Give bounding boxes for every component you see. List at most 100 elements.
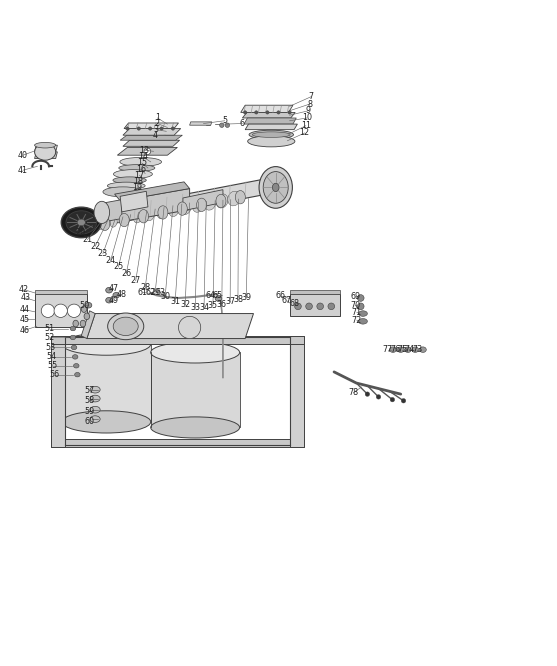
Ellipse shape (248, 136, 295, 147)
Circle shape (365, 392, 370, 396)
Text: 13: 13 (139, 146, 149, 155)
Text: 4: 4 (153, 131, 158, 141)
Circle shape (160, 127, 163, 130)
Polygon shape (183, 190, 223, 210)
Polygon shape (290, 336, 304, 447)
Text: 49: 49 (109, 296, 119, 305)
Ellipse shape (215, 296, 222, 301)
Ellipse shape (158, 206, 168, 219)
Ellipse shape (204, 196, 216, 210)
Text: 68: 68 (289, 299, 299, 308)
Text: 63: 63 (155, 288, 165, 297)
Text: 60: 60 (85, 417, 95, 426)
Text: 23: 23 (98, 249, 108, 258)
Text: 66: 66 (275, 291, 285, 300)
Text: 33: 33 (190, 303, 200, 312)
Text: 24: 24 (106, 256, 116, 264)
Ellipse shape (80, 320, 86, 327)
Polygon shape (123, 141, 179, 147)
Circle shape (377, 395, 381, 399)
Text: 34: 34 (199, 303, 209, 312)
Text: 36: 36 (217, 300, 227, 308)
Circle shape (266, 111, 269, 114)
Text: 20: 20 (75, 228, 85, 238)
Text: 14: 14 (138, 153, 148, 161)
Ellipse shape (263, 172, 288, 203)
Circle shape (295, 303, 301, 310)
Ellipse shape (66, 210, 96, 234)
Text: 18: 18 (134, 176, 144, 186)
Ellipse shape (62, 333, 151, 355)
Polygon shape (87, 314, 253, 338)
Ellipse shape (177, 202, 187, 215)
Polygon shape (123, 129, 180, 135)
Circle shape (401, 398, 405, 403)
Ellipse shape (61, 207, 101, 238)
Ellipse shape (252, 132, 290, 137)
Ellipse shape (119, 165, 155, 171)
Text: 28: 28 (140, 284, 150, 292)
Polygon shape (120, 135, 182, 141)
Ellipse shape (359, 318, 368, 324)
Polygon shape (35, 152, 57, 159)
Text: 74: 74 (404, 345, 415, 354)
Polygon shape (189, 122, 212, 125)
Ellipse shape (404, 347, 411, 352)
Ellipse shape (180, 202, 191, 214)
Text: 31: 31 (170, 297, 180, 306)
Ellipse shape (75, 372, 80, 377)
Polygon shape (51, 439, 304, 447)
Polygon shape (35, 294, 87, 328)
Text: 69: 69 (350, 292, 360, 302)
Text: 51: 51 (45, 324, 55, 333)
Polygon shape (241, 105, 293, 113)
Ellipse shape (169, 204, 179, 216)
Circle shape (277, 111, 280, 114)
Ellipse shape (74, 364, 79, 368)
Text: 76: 76 (390, 345, 400, 354)
Ellipse shape (81, 306, 87, 312)
Ellipse shape (359, 311, 368, 316)
Text: 70: 70 (350, 301, 360, 310)
Ellipse shape (90, 386, 100, 393)
Text: 71: 71 (352, 308, 362, 317)
Text: 46: 46 (19, 326, 30, 335)
Ellipse shape (100, 217, 110, 230)
Circle shape (171, 127, 174, 130)
Text: 5: 5 (222, 117, 227, 125)
Text: 3: 3 (154, 125, 159, 134)
Circle shape (137, 127, 140, 130)
Circle shape (317, 303, 324, 310)
Ellipse shape (151, 342, 240, 363)
Text: 25: 25 (114, 262, 124, 271)
Text: 72: 72 (351, 316, 362, 325)
Ellipse shape (151, 417, 240, 438)
Polygon shape (120, 191, 148, 212)
Ellipse shape (108, 182, 145, 189)
Polygon shape (151, 352, 240, 428)
Text: 64: 64 (206, 291, 216, 300)
Ellipse shape (216, 194, 226, 208)
Circle shape (144, 148, 151, 155)
Text: 32: 32 (180, 300, 190, 309)
Text: 47: 47 (109, 284, 119, 293)
Polygon shape (120, 188, 189, 222)
Circle shape (41, 304, 55, 318)
Text: 35: 35 (208, 301, 218, 310)
Ellipse shape (70, 335, 76, 340)
Circle shape (219, 123, 224, 127)
Text: 38: 38 (233, 295, 243, 304)
Text: 43: 43 (21, 294, 31, 302)
Ellipse shape (139, 210, 149, 223)
Polygon shape (244, 118, 296, 124)
Text: 78: 78 (349, 388, 359, 397)
Polygon shape (35, 290, 87, 294)
Ellipse shape (216, 194, 228, 208)
Text: 54: 54 (47, 352, 57, 362)
Ellipse shape (157, 207, 167, 218)
Ellipse shape (35, 143, 56, 148)
Text: 12: 12 (300, 129, 310, 137)
Ellipse shape (90, 416, 100, 422)
Text: 39: 39 (241, 293, 251, 302)
Text: 61: 61 (138, 288, 148, 297)
